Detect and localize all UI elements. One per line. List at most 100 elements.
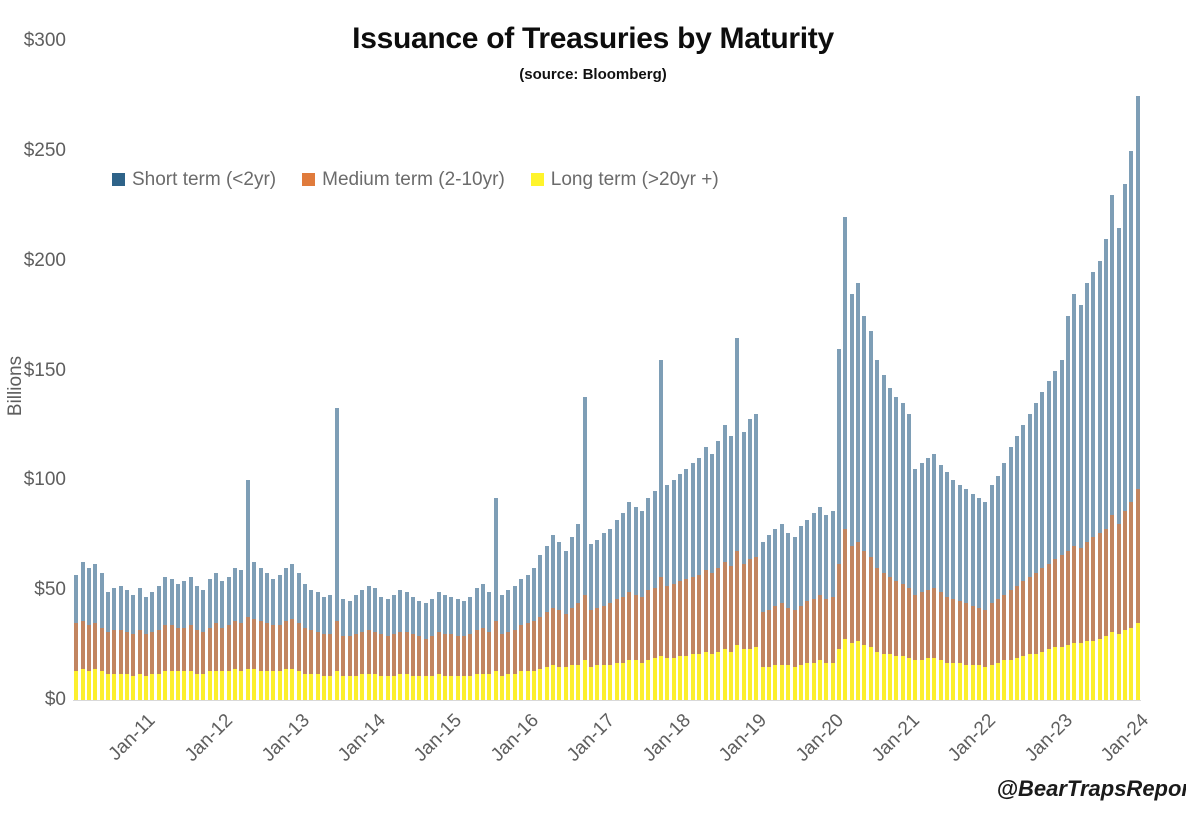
bar bbox=[220, 671, 225, 700]
bar bbox=[1034, 572, 1039, 700]
bar bbox=[328, 675, 333, 700]
bar bbox=[1078, 548, 1083, 700]
bar bbox=[945, 471, 950, 700]
bar bbox=[773, 664, 778, 700]
bar-series-container bbox=[73, 41, 1141, 700]
plot-area bbox=[73, 41, 1141, 700]
bar bbox=[512, 673, 517, 700]
bar bbox=[182, 627, 187, 700]
bar bbox=[1104, 528, 1108, 700]
bar bbox=[86, 671, 91, 700]
bar bbox=[735, 645, 740, 700]
bar bbox=[646, 590, 651, 700]
bar bbox=[608, 603, 613, 700]
bar bbox=[1065, 645, 1070, 700]
bar bbox=[468, 675, 473, 700]
bar bbox=[461, 675, 466, 700]
bar bbox=[957, 662, 962, 700]
bar bbox=[372, 631, 377, 700]
bar bbox=[1091, 537, 1096, 700]
bar bbox=[837, 649, 841, 700]
bar bbox=[856, 640, 861, 700]
bar bbox=[951, 662, 956, 700]
bar bbox=[938, 464, 943, 700]
bar bbox=[843, 638, 848, 700]
bar bbox=[582, 396, 587, 700]
bar bbox=[271, 671, 276, 700]
bar bbox=[1002, 660, 1007, 700]
bar bbox=[487, 673, 492, 700]
bar bbox=[722, 649, 727, 700]
bar bbox=[226, 625, 231, 700]
bar bbox=[932, 587, 937, 700]
bar bbox=[1135, 95, 1140, 700]
bar bbox=[678, 656, 683, 700]
bar bbox=[233, 620, 238, 700]
bar bbox=[1040, 568, 1045, 700]
x-axis-tick-label: Jan-16 bbox=[486, 710, 543, 766]
legend-item[interactable]: Short term (<2yr) bbox=[112, 170, 276, 189]
bar bbox=[805, 601, 810, 700]
bar bbox=[760, 667, 765, 700]
bar bbox=[296, 671, 301, 700]
x-axis-tick-label: Jan-14 bbox=[334, 710, 390, 766]
bar bbox=[697, 653, 702, 700]
legend-swatch-icon bbox=[530, 173, 544, 186]
bar bbox=[112, 673, 117, 700]
bar bbox=[678, 581, 683, 700]
bar bbox=[824, 598, 829, 700]
bar bbox=[1129, 502, 1134, 700]
bar bbox=[563, 667, 568, 700]
bar bbox=[385, 675, 390, 700]
bar bbox=[411, 634, 416, 700]
bar bbox=[900, 403, 905, 700]
bar bbox=[303, 627, 307, 700]
legend-item-label: Short term (<2yr) bbox=[132, 169, 277, 190]
bar bbox=[856, 541, 861, 700]
bar bbox=[881, 572, 886, 700]
bar bbox=[309, 629, 314, 700]
bar bbox=[188, 671, 193, 700]
bar bbox=[1040, 392, 1045, 700]
bar bbox=[926, 658, 930, 700]
bar bbox=[214, 671, 218, 700]
bar bbox=[913, 594, 918, 700]
bar bbox=[322, 675, 327, 700]
bar bbox=[919, 462, 924, 700]
bar bbox=[926, 590, 930, 700]
bar bbox=[652, 587, 657, 700]
bar bbox=[315, 673, 320, 700]
bar bbox=[576, 603, 581, 700]
y-axis-title: Billions bbox=[5, 355, 27, 417]
bar bbox=[315, 631, 320, 700]
legend-item[interactable]: Medium term (2-10yr) bbox=[302, 170, 505, 189]
bar bbox=[506, 673, 511, 700]
bar bbox=[500, 675, 505, 700]
bar bbox=[1015, 585, 1019, 700]
bar bbox=[659, 577, 663, 700]
bar bbox=[875, 651, 880, 700]
bar bbox=[519, 671, 524, 700]
bar bbox=[1097, 638, 1102, 700]
bar bbox=[417, 675, 422, 700]
legend-item[interactable]: Long term (>20yr +) bbox=[530, 170, 719, 189]
bar bbox=[239, 671, 244, 700]
bar bbox=[366, 629, 371, 700]
bar bbox=[690, 653, 695, 700]
bar bbox=[131, 634, 136, 700]
bar bbox=[589, 609, 594, 700]
bar bbox=[906, 587, 911, 700]
bar bbox=[608, 664, 613, 700]
bar bbox=[652, 658, 657, 700]
bar bbox=[163, 671, 168, 700]
bar bbox=[1046, 563, 1051, 700]
bar bbox=[220, 627, 225, 700]
bar bbox=[1034, 403, 1039, 700]
bar bbox=[341, 675, 346, 700]
bar bbox=[144, 675, 149, 700]
bar bbox=[80, 669, 85, 700]
bar bbox=[919, 592, 924, 700]
x-axis-tick-label: Jan-21 bbox=[868, 710, 924, 766]
bar bbox=[538, 616, 543, 700]
bar bbox=[137, 673, 142, 700]
